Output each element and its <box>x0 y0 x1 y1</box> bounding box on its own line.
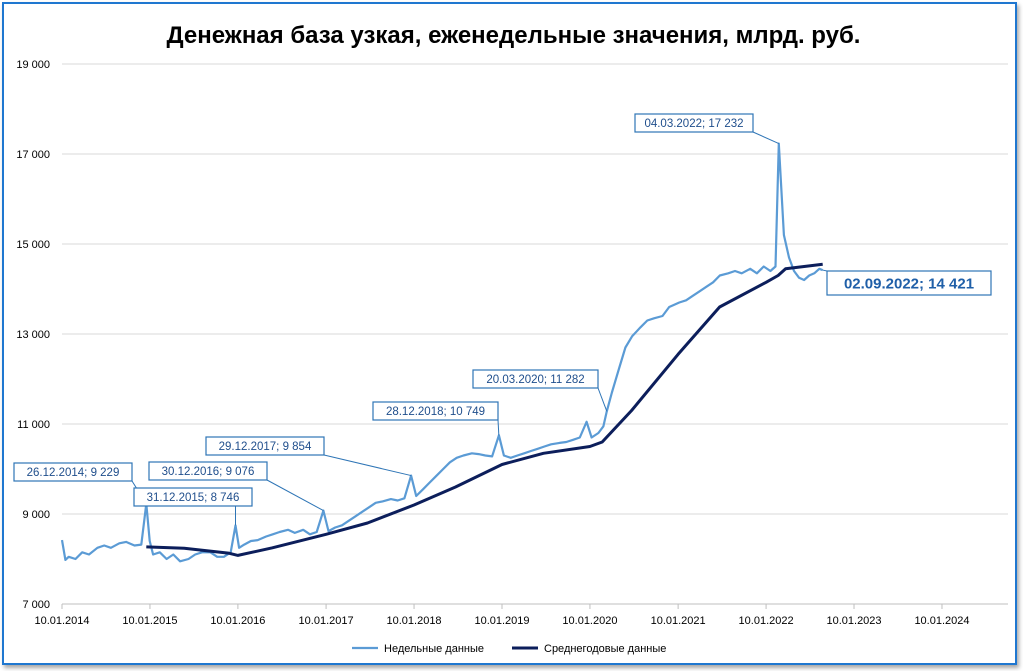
legend-label: Недельные данные <box>384 643 484 655</box>
annotation-label: 26.12.2014; 9 229 <box>27 467 120 479</box>
y-tick-label: 19 000 <box>16 59 50 71</box>
annotation-box <box>826 270 992 296</box>
annotation-leader <box>497 419 500 436</box>
gridlines <box>62 63 1008 605</box>
annotation-box <box>133 487 253 507</box>
x-tick-label: 10.01.2021 <box>651 615 706 627</box>
annotation-box <box>205 436 325 456</box>
y-tick-label: 11 000 <box>17 419 50 431</box>
x-tick-label: 10.01.2022 <box>739 615 794 627</box>
annotation-leader <box>752 131 780 145</box>
annotation-box <box>13 462 133 482</box>
y-tick-label: 17 000 <box>16 149 50 161</box>
annotation-box <box>634 113 754 133</box>
x-tick-label: 10.01.2020 <box>562 615 617 627</box>
x-tick-label: 10.01.2023 <box>826 615 881 627</box>
x-tick-label: 10.01.2016 <box>210 615 265 627</box>
annotation-label: 28.12.2018; 10 749 <box>386 406 485 418</box>
annotations: 26.12.2014; 9 229 31.12.2015; 8 746 30.12.… <box>13 113 992 526</box>
annotation-leader <box>597 387 608 412</box>
annotation-label: 29.12.2017; 9 854 <box>219 441 312 453</box>
annotation-box <box>148 461 268 481</box>
series-line-weekly <box>60 142 824 563</box>
series-line-average <box>146 262 823 557</box>
legend: Недельные данные Среднегодовые данные <box>352 643 666 655</box>
y-tick-label: 13 000 <box>16 329 50 341</box>
annotation-leader <box>266 479 324 512</box>
x-tick-label: 10.01.2017 <box>299 615 354 627</box>
annotation-box <box>472 369 599 389</box>
series-lines <box>60 142 824 563</box>
x-tick-label: 10.01.2019 <box>474 615 529 627</box>
annotation-label: 02.09.2022; 14 421 <box>844 275 974 292</box>
x-tick-label: 10.01.2015 <box>122 615 177 627</box>
x-tick-label: 10.01.2014 <box>34 615 89 627</box>
x-tick-label: 10.01.2018 <box>387 615 442 627</box>
annotation-label: 30.12.2016; 9 076 <box>162 466 255 478</box>
annotation-box <box>372 401 499 421</box>
y-tick-label: 9 000 <box>22 509 50 521</box>
y-tick-label: 15 000 <box>16 239 50 251</box>
annotation-label: 31.12.2015; 8 746 <box>147 492 240 504</box>
annotation-leader <box>323 454 412 477</box>
chart-title: Денежная база узкая, еженедельные значен… <box>166 22 861 49</box>
axes: 7 000 9 000 11 000 13 000 15 000 17 000 19 000… <box>16 59 1008 627</box>
annotation-leader <box>822 269 828 272</box>
annotation-label: 20.03.2020; 11 282 <box>486 374 584 386</box>
annotation-label: 04.03.2022; 17 232 <box>644 118 743 130</box>
y-tick-label: 7 000 <box>22 599 50 611</box>
x-tick-label: 10.01.2024 <box>914 615 969 627</box>
legend-label: Среднегодовые данные <box>544 643 666 655</box>
